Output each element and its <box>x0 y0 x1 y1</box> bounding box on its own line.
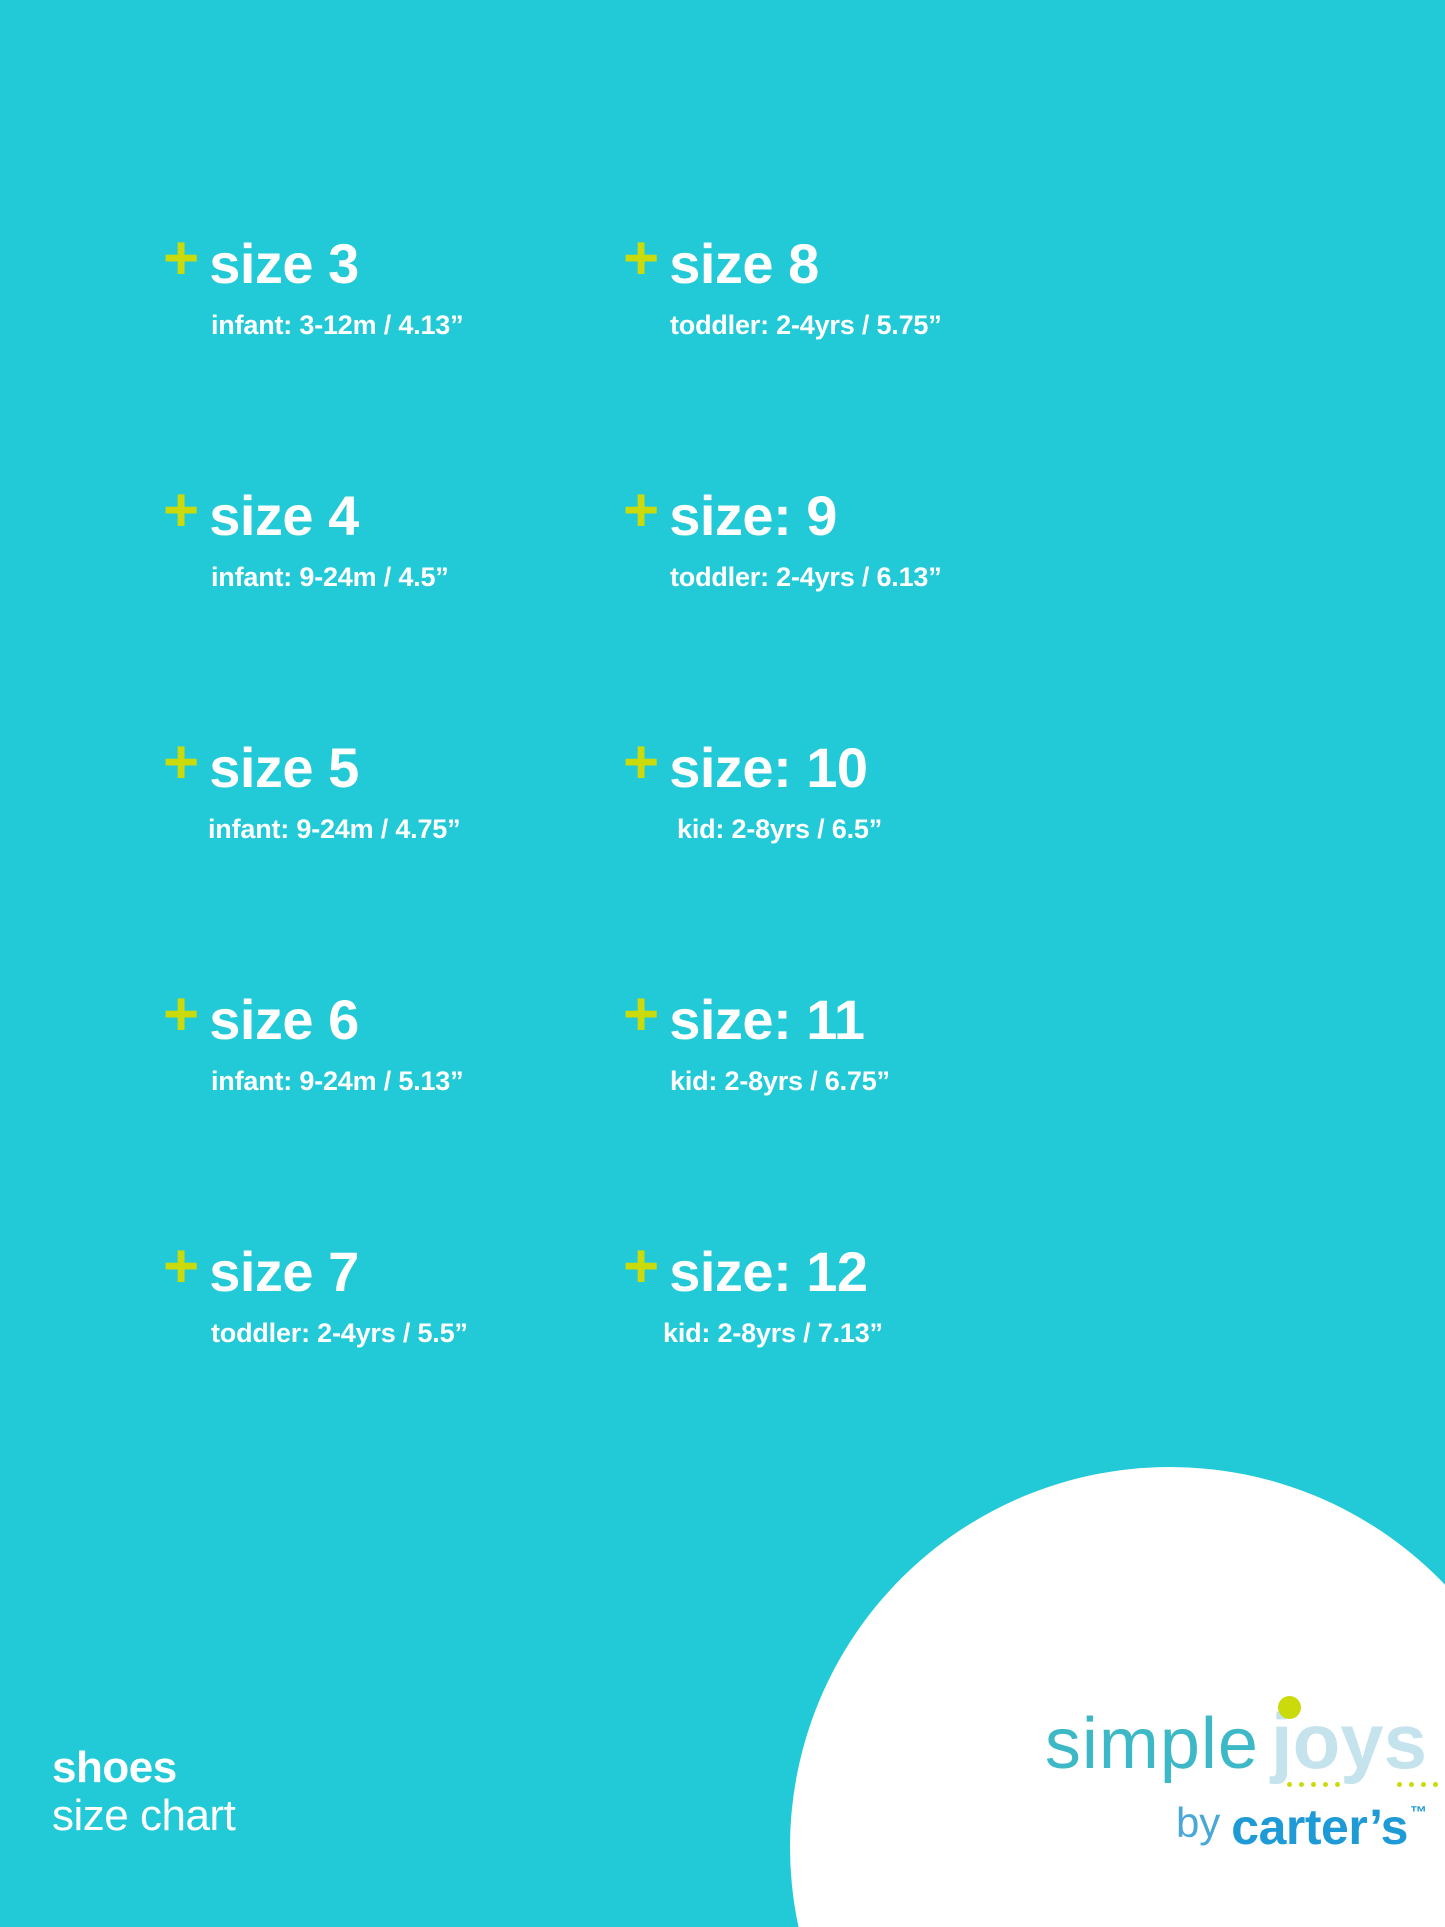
size-label: size 3 <box>209 232 359 295</box>
plus-icon: + <box>163 1232 200 1301</box>
size-entry-heading: + size: 10 <box>623 732 1445 799</box>
brand-logo-primary-row: simple joys <box>1044 1696 1445 1787</box>
shoe-size-grid: + size 3 infant: 3-12m / 4.13” + size 8 … <box>0 228 1445 1492</box>
size-entry-heading: + size 7 <box>163 1236 565 1303</box>
plus-icon: + <box>163 224 200 293</box>
size-description: infant: 9-24m / 4.5” <box>211 562 449 592</box>
plus-icon: + <box>163 980 200 1049</box>
size-entry: + size 3 infant: 3-12m / 4.13” <box>0 228 565 484</box>
plus-icon: + <box>623 1232 660 1301</box>
size-entry-heading: + size: 9 <box>623 480 1445 547</box>
size-entry-heading: + size: 12 <box>623 1236 1445 1303</box>
size-entry-heading: + size 4 <box>163 480 565 547</box>
plus-icon: + <box>163 476 200 545</box>
page-title: shoes size chart <box>52 1743 236 1842</box>
size-entry-heading: + size 8 <box>623 228 1445 295</box>
size-label: size 7 <box>209 1240 359 1303</box>
brand-logo-word-simple: simple <box>1044 1704 1259 1784</box>
logo-dotted-underline-icon <box>1286 1782 1445 1787</box>
plus-icon: + <box>163 728 200 797</box>
size-description: kid: 2-8yrs / 6.5” <box>677 814 883 844</box>
size-entry-heading: + size 5 <box>163 732 565 799</box>
size-description: toddler: 2-4yrs / 5.5” <box>211 1318 468 1348</box>
trademark-icon: ™ <box>1410 1803 1427 1822</box>
size-label: size 5 <box>209 736 359 799</box>
size-entry: + size 6 infant: 9-24m / 5.13” <box>0 984 565 1240</box>
plus-icon: + <box>623 476 660 545</box>
size-description: toddler: 2-4yrs / 5.75” <box>670 310 942 340</box>
size-description: kid: 2-8yrs / 7.13” <box>663 1318 883 1348</box>
logo-dot-icon <box>1277 1696 1301 1719</box>
size-entry: + size 7 toddler: 2-4yrs / 5.5” <box>0 1236 565 1492</box>
page-title-secondary: size chart <box>52 1791 236 1841</box>
size-label: size: 9 <box>669 484 837 547</box>
brand-logo-word-by: by <box>1175 1799 1221 1846</box>
size-description: infant: 3-12m / 4.13” <box>211 310 464 340</box>
brand-logo-word-carters: carter’s <box>1231 1799 1408 1855</box>
plus-icon: + <box>623 728 660 797</box>
size-entry: + size 8 toddler: 2-4yrs / 5.75” <box>565 228 1445 484</box>
size-entry: + size 4 infant: 9-24m / 4.5” <box>0 480 565 736</box>
size-description: infant: 9-24m / 4.75” <box>208 814 461 844</box>
brand-logo-secondary-row: by carter’s ™ <box>1045 1799 1427 1855</box>
size-entry: + size: 9 toddler: 2-4yrs / 6.13” <box>565 480 1445 736</box>
size-entry: + size: 10 kid: 2-8yrs / 6.5” <box>565 732 1445 988</box>
brand-logo-joys-wrapper: joys <box>1271 1696 1445 1787</box>
size-entry: + size: 12 kid: 2-8yrs / 7.13” <box>565 1236 1445 1492</box>
size-description: kid: 2-8yrs / 6.75” <box>670 1066 890 1096</box>
size-label: size: 10 <box>669 736 868 799</box>
size-description: toddler: 2-4yrs / 6.13” <box>670 562 942 592</box>
size-label: size: 11 <box>669 988 865 1051</box>
size-entry-heading: + size 3 <box>163 228 565 295</box>
size-label: size 8 <box>669 232 819 295</box>
plus-icon: + <box>623 980 660 1049</box>
page-title-primary: shoes <box>52 1743 177 1793</box>
size-entry: + size: 11 kid: 2-8yrs / 6.75” <box>565 984 1445 1240</box>
brand-logo: simple joys by carter’s ™ <box>1044 1696 1445 1855</box>
size-entry: + size 5 infant: 9-24m / 4.75” <box>0 732 565 988</box>
size-label: size 4 <box>209 484 359 547</box>
size-entry-heading: + size: 11 <box>623 984 1445 1051</box>
plus-icon: + <box>623 224 660 293</box>
size-description: infant: 9-24m / 5.13” <box>211 1066 464 1096</box>
size-entry-heading: + size 6 <box>163 984 565 1051</box>
size-label: size: 12 <box>669 1240 868 1303</box>
size-label: size 6 <box>209 988 359 1051</box>
